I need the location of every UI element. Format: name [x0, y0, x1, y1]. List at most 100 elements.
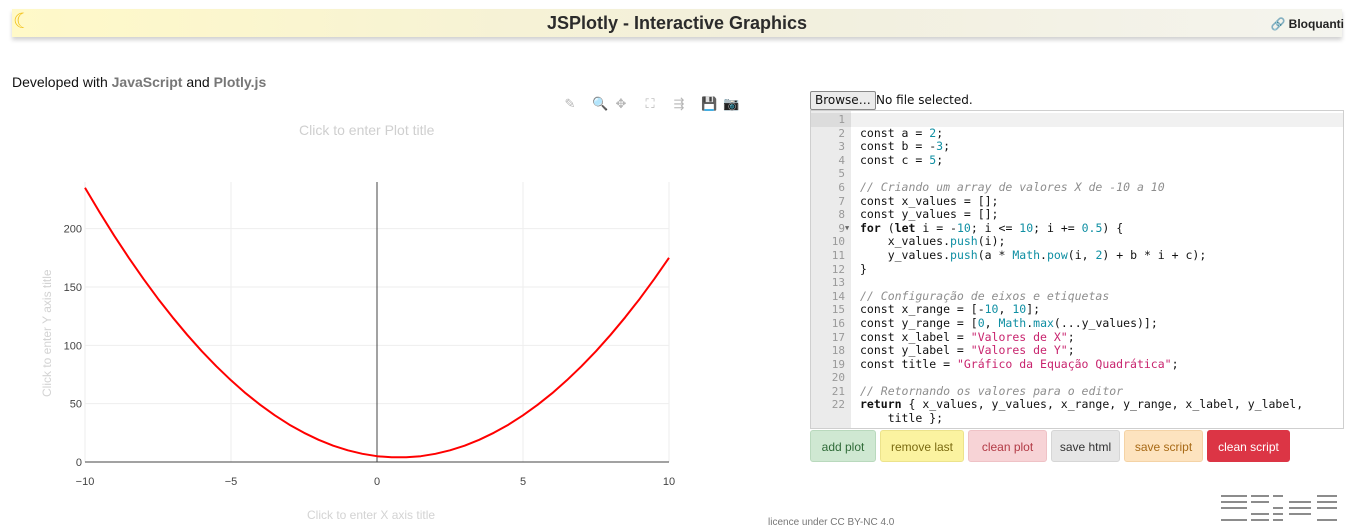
logo-pattern-icon — [1221, 495, 1337, 521]
x-tick-label: −5 — [225, 476, 238, 488]
editor-line[interactable]: 5 — [811, 167, 1343, 181]
y-tick-label: 0 — [76, 457, 82, 469]
code-text[interactable]: const x_values = []; — [860, 193, 999, 208]
code-editor[interactable]: 1 2 const a = 2; 3 const b = -3; 4 const c = 5… — [810, 110, 1344, 429]
editor-line[interactable]: 11 y_values.push(a * Math.pow(i, 2) + b … — [811, 247, 1343, 263]
line-number: 8 — [838, 208, 845, 222]
editor-line[interactable]: 16 const y_range = [0, Math.max(...y_valu… — [811, 315, 1343, 331]
line-number: 9 — [838, 221, 845, 235]
code-text[interactable]: const c = 5; — [860, 152, 944, 167]
editor-line[interactable]: 8 const y_values = []; — [811, 208, 1343, 222]
x-axis-title-placeholder[interactable]: Click to enter X axis title — [307, 508, 436, 522]
editor-line[interactable]: title }; — [811, 411, 1343, 426]
add-plot-button[interactable]: add plot — [810, 430, 876, 462]
clean-script-button[interactable]: clean script — [1207, 430, 1290, 462]
editor-line[interactable]: 13 — [811, 276, 1343, 290]
editor-line[interactable]: 1 — [811, 113, 1343, 127]
zoom-icon[interactable]: 🔍 — [592, 96, 609, 111]
editor-line[interactable]: 10 x_values.push(i); — [811, 235, 1343, 249]
hover-compare-icon[interactable]: ⇶ — [673, 96, 685, 111]
y-tick-label: 100 — [64, 340, 82, 352]
editor-line[interactable]: 14 // Configuração de eixos e etiquetas — [811, 288, 1343, 304]
editor-line[interactable]: 21 // Retornando os valores para o editor — [811, 383, 1343, 399]
pattern-bar — [1317, 501, 1337, 503]
pattern-bar — [1289, 501, 1311, 503]
moon-icon[interactable]: ☾ — [13, 10, 32, 33]
line-number: 22 — [831, 398, 845, 412]
pan-icon[interactable]: ✥ — [615, 96, 627, 111]
code-text[interactable]: } — [860, 261, 867, 276]
code-text[interactable]: const y_range = [0, Math.max(...y_values… — [860, 315, 1158, 330]
pattern-bar — [1289, 513, 1311, 515]
pattern-bar — [1221, 501, 1247, 503]
editor-line[interactable]: 22 return { x_values, y_values, x_range, … — [811, 398, 1343, 412]
editor-line[interactable]: 2 const a = 2; — [811, 125, 1343, 141]
clean-plot-button[interactable]: clean plot — [968, 430, 1047, 462]
x-tick-label: 0 — [374, 476, 380, 488]
fold-toggle-icon[interactable]: ▼ — [845, 223, 850, 232]
line-number: 6 — [838, 180, 845, 194]
line-number: 13 — [831, 276, 845, 290]
licence-text: licence under CC BY-NC 4.0 — [768, 517, 895, 528]
line-number: 11 — [831, 248, 845, 262]
editor-line[interactable]: 15 const x_range = [-10, 10]; — [811, 303, 1343, 317]
line-number: 12 — [831, 262, 845, 276]
save-icon[interactable]: 💾 — [701, 96, 718, 111]
plot-title-placeholder[interactable]: Click to enter Plot title — [299, 122, 435, 138]
code-text[interactable]: const y_values = []; — [860, 207, 999, 222]
y-tick-label: 200 — [64, 224, 82, 236]
save-script-button[interactable]: save script — [1124, 430, 1203, 462]
save-html-button[interactable]: save html — [1051, 430, 1120, 462]
line-number: 3 — [838, 140, 845, 154]
editor-line[interactable]: 3 const b = -3; — [811, 139, 1343, 154]
developed-with-line: Developed with JavaScript and Plotly.js — [12, 74, 266, 90]
series-line[interactable] — [84, 187, 670, 459]
line-number: 4 — [838, 153, 845, 167]
browse-button[interactable]: Browse… — [810, 91, 876, 110]
pattern-bar — [1273, 513, 1283, 515]
code-text[interactable]: const x_label = "Valores de X"; — [860, 329, 1075, 344]
bloquanti-link-label: Bloquanti — [1288, 17, 1344, 31]
code-text[interactable]: // Criando um array de valores X de -10 … — [860, 179, 1165, 194]
editor-line[interactable]: 12} — [811, 261, 1343, 277]
page-title: JSPlotly - Interactive Graphics — [546, 13, 808, 33]
editor-line[interactable]: 19 const title = "Gráfico da Equação Quad… — [811, 356, 1343, 372]
camera-icon[interactable]: 📷 — [723, 96, 740, 111]
x-tick-label: 10 — [663, 476, 675, 488]
bloquanti-link[interactable]: 🔗 Bloquanti — [1271, 17, 1344, 31]
code-text[interactable]: return { x_values, y_values, x_range, y_… — [860, 397, 1304, 412]
code-text[interactable]: const x_range = [-10, 10]; — [860, 302, 1041, 317]
pattern-bar — [1317, 495, 1337, 497]
line-number: 2 — [838, 126, 845, 140]
code-text[interactable]: y_values.push(a * Math.pow(i, 2) + b * i… — [860, 247, 1207, 262]
code-text[interactable]: title }; — [860, 411, 944, 426]
editor-line[interactable]: 9 ▼ for (let i = -10; i <= 10; i += 0.5) { — [811, 220, 1343, 236]
y-axis-title-placeholder[interactable]: Click to enter Y axis title — [40, 269, 54, 397]
remove-last-button[interactable]: remove last — [880, 430, 964, 462]
code-text[interactable]: const title = "Gráfico da Equação Quadrá… — [860, 356, 1179, 371]
code-text[interactable]: // Retornando os valores para o editor — [860, 383, 1124, 398]
javascript-link[interactable]: JavaScript — [111, 74, 183, 90]
code-text[interactable]: const a = 2; — [860, 125, 944, 140]
editor-line[interactable]: 17 const x_label = "Valores de X"; — [811, 329, 1343, 345]
autoscale-icon[interactable]: ⛶ — [645, 96, 655, 111]
code-text[interactable]: // Configuração de eixos e etiquetas — [860, 288, 1110, 303]
editor-line[interactable]: 7 const x_values = []; — [811, 193, 1343, 209]
code-text[interactable]: for (let i = -10; i <= 10; i += 0.5) { — [860, 220, 1124, 235]
editor-gutter — [811, 111, 851, 428]
code-text[interactable]: x_values.push(i); — [860, 234, 1006, 249]
editor-line[interactable]: 4 const c = 5; — [811, 152, 1343, 168]
pattern-bar — [1273, 507, 1283, 509]
editor-line[interactable]: 18 const y_label = "Valores de Y"; — [811, 343, 1343, 358]
editor-line[interactable]: 20 — [811, 371, 1343, 385]
code-text[interactable]: const y_label = "Valores de Y"; — [860, 343, 1075, 358]
editor-code-lines[interactable]: 1 2 const a = 2; 3 const b = -3; 4 const c = 5… — [811, 113, 1343, 426]
pattern-bar — [1317, 507, 1337, 509]
pencil-icon[interactable]: ✎ — [564, 96, 576, 111]
plotlyjs-link[interactable]: Plotly.js — [213, 74, 267, 90]
editor-line[interactable]: 6 // Criando um array de valores X de -10… — [811, 179, 1343, 195]
code-text[interactable]: const b = -3; — [860, 139, 951, 154]
line-number: 10 — [831, 235, 845, 249]
